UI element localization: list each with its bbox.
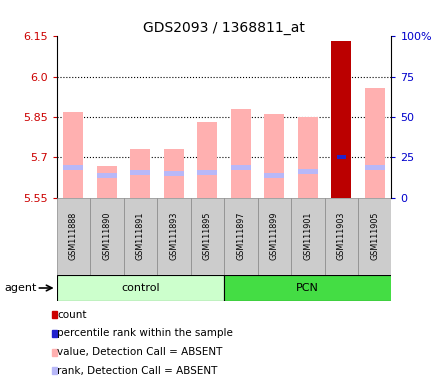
Bar	[297, 117, 317, 198]
Bar	[224, 198, 257, 275]
Bar	[257, 198, 290, 275]
Text: rank, Detection Call = ABSENT: rank, Detection Call = ABSENT	[57, 366, 217, 376]
Text: GSM111893: GSM111893	[169, 212, 178, 260]
Bar	[163, 149, 184, 198]
Bar	[263, 173, 284, 177]
Bar	[230, 109, 250, 198]
Bar	[130, 149, 150, 198]
Bar	[190, 198, 224, 275]
Text: PCN: PCN	[296, 283, 319, 293]
Text: count: count	[57, 310, 87, 319]
Bar	[330, 41, 351, 198]
Text: GSM111888: GSM111888	[69, 212, 78, 260]
Bar	[130, 170, 150, 175]
Bar	[336, 155, 345, 159]
Bar	[297, 169, 317, 174]
Bar	[290, 198, 324, 275]
Text: control: control	[121, 283, 159, 293]
Bar	[56, 275, 224, 301]
Text: agent: agent	[4, 283, 36, 293]
Bar	[96, 166, 117, 198]
Bar	[224, 275, 391, 301]
Bar	[364, 165, 384, 169]
Bar	[163, 171, 184, 176]
Bar	[364, 88, 384, 198]
Bar	[263, 114, 284, 198]
Text: GSM111890: GSM111890	[102, 212, 111, 260]
Bar	[230, 165, 250, 169]
Bar	[197, 170, 217, 175]
Text: GSM111901: GSM111901	[302, 212, 312, 260]
Bar	[96, 173, 117, 177]
Text: GSM111891: GSM111891	[135, 212, 145, 260]
Text: GSM111895: GSM111895	[202, 212, 211, 260]
Bar	[357, 198, 391, 275]
Bar	[63, 165, 83, 169]
Bar	[56, 198, 90, 275]
Text: GSM111899: GSM111899	[269, 212, 278, 260]
Bar	[197, 122, 217, 198]
Bar	[157, 198, 190, 275]
Bar	[123, 198, 157, 275]
Bar	[63, 112, 83, 198]
Text: GSM111905: GSM111905	[369, 212, 378, 260]
Text: GSM111897: GSM111897	[236, 212, 245, 260]
Title: GDS2093 / 1368811_at: GDS2093 / 1368811_at	[143, 22, 304, 35]
Text: value, Detection Call = ABSENT: value, Detection Call = ABSENT	[57, 347, 222, 357]
Text: percentile rank within the sample: percentile rank within the sample	[57, 328, 233, 338]
Bar	[90, 198, 123, 275]
Bar	[324, 198, 357, 275]
Text: GSM111903: GSM111903	[336, 212, 345, 260]
